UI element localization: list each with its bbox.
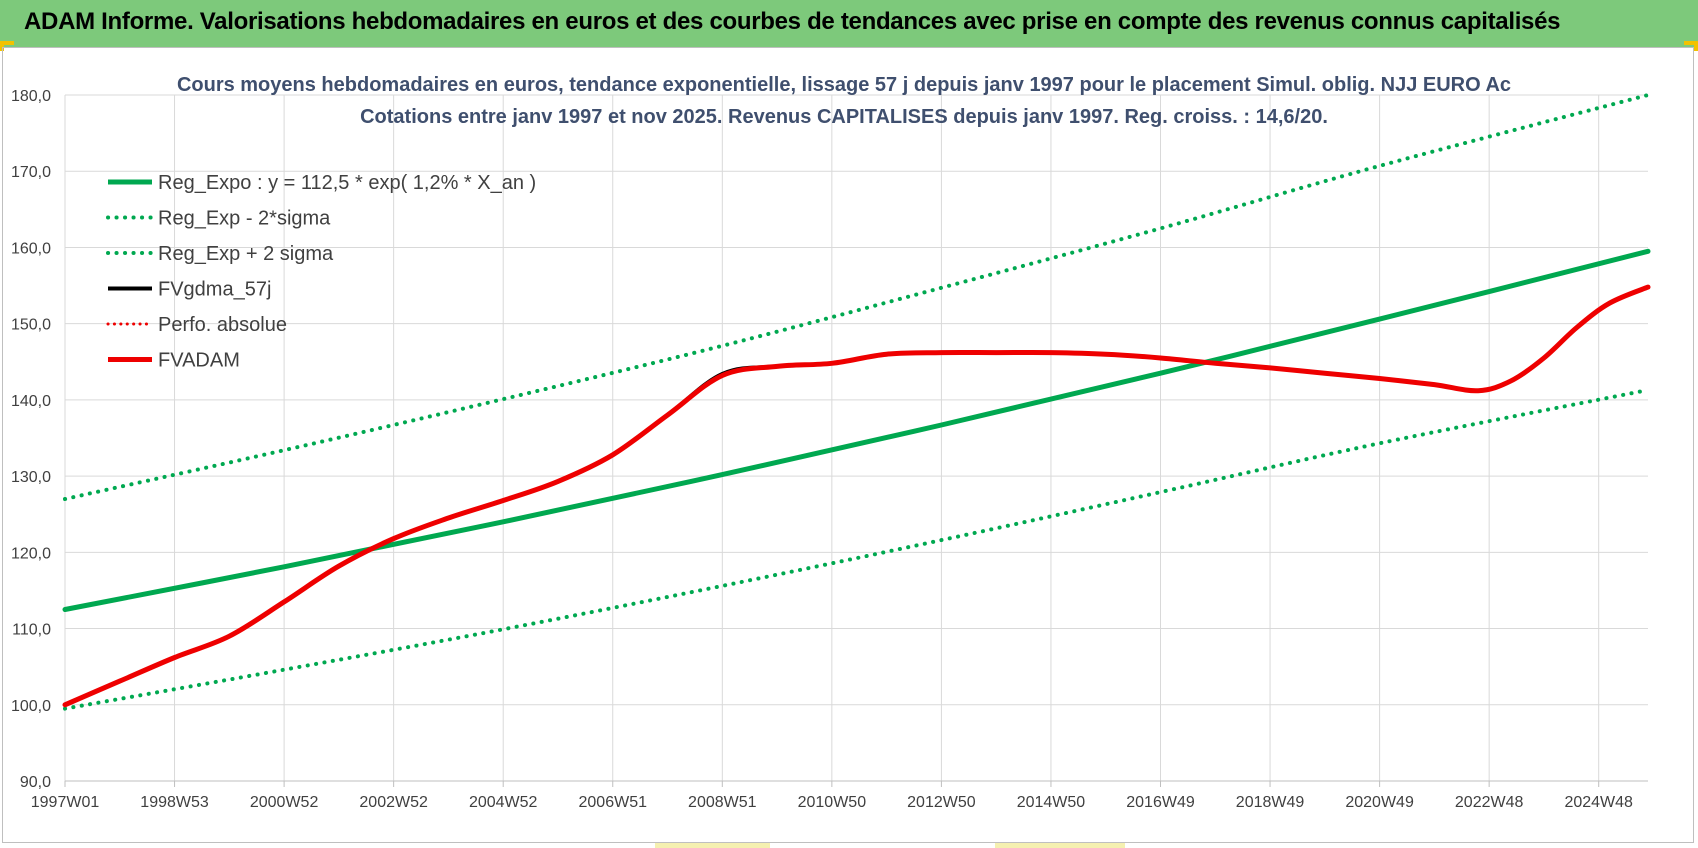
x-tick-label: 2020W49 <box>1345 794 1414 811</box>
x-tick-label: 2006W51 <box>579 794 648 811</box>
title-bar: ADAM Informe. Valorisations hebdomadaire… <box>0 0 1698 47</box>
series-lines <box>62 93 1651 711</box>
legend: Reg_Expo : y = 112,5 * exp( 1,2% * X_an … <box>106 172 536 372</box>
series-line-1 <box>63 388 1650 711</box>
x-tick-label: 2000W52 <box>250 794 319 811</box>
x-tick-label: 2018W49 <box>1236 794 1305 811</box>
page-title: ADAM Informe. Valorisations hebdomadaire… <box>24 8 1561 35</box>
x-tick-label: 1998W53 <box>140 794 209 811</box>
x-tick-label: 2012W50 <box>907 794 976 811</box>
chart-title: Cours moyens hebdomadaires en euros, ten… <box>177 74 1511 96</box>
x-tick-label: 2016W49 <box>1126 794 1195 811</box>
y-tick-label: 150,0 <box>11 317 51 334</box>
x-tick-label: 2010W50 <box>798 794 867 811</box>
y-tick-label: 170,0 <box>11 164 51 181</box>
y-tick-label: 160,0 <box>11 240 51 257</box>
legend-label-0: Reg_Expo : y = 112,5 * exp( 1,2% * X_an … <box>158 172 536 194</box>
x-tick-label: 2002W52 <box>359 794 428 811</box>
legend-label-5: FVADAM <box>158 350 240 372</box>
chart-frame <box>2 47 1694 843</box>
x-axis-ticks: 1997W01 1998W53 2000W52 2002W52 2004W52 2006W… <box>31 780 1648 811</box>
x-tick-label: 2008W51 <box>688 794 757 811</box>
y-tick-label: 90,0 <box>20 774 51 791</box>
y-tick-label: 100,0 <box>11 698 51 715</box>
bottom-band-2 <box>995 843 1125 848</box>
gridlines <box>64 94 1648 782</box>
y-tick-label: 180,0 <box>11 88 51 105</box>
legend-label-2: Reg_Exp + 2 sigma <box>158 243 334 265</box>
series-line-0 <box>62 248 1651 612</box>
x-tick-label: 2024W48 <box>1564 794 1633 811</box>
series-line-3 <box>63 285 1650 707</box>
bottom-band-1 <box>655 843 770 848</box>
legend-label-4: Perfo. absolue <box>158 314 287 336</box>
y-tick-label: 130,0 <box>11 469 51 486</box>
y-tick-label: 110,0 <box>12 622 51 639</box>
legend-label-3: FVgdma_57j <box>158 279 271 301</box>
y-tick-label: 120,0 <box>11 545 51 562</box>
y-tick-label: 140,0 <box>11 393 51 410</box>
y-axis-ticks: 90,0 100,0 110,0 120,0 130,0 140,0 150,0 160,0 1… <box>11 88 51 791</box>
x-tick-label: 2004W52 <box>469 794 538 811</box>
series-line-5 <box>62 284 1651 708</box>
series-line-2 <box>63 93 1650 501</box>
corner-marker-left <box>0 41 14 45</box>
x-tick-label: 2022W48 <box>1455 794 1524 811</box>
x-tick-label: 1997W01 <box>31 794 100 811</box>
corner-marker-right-vertical <box>1694 41 1698 51</box>
corner-marker-left-vertical <box>0 41 4 51</box>
chart-subtitle: Cotations entre janv 1997 et nov 2025. R… <box>360 106 1328 128</box>
corner-marker-right <box>1684 41 1698 45</box>
x-tick-label: 2014W50 <box>1017 794 1086 811</box>
legend-label-1: Reg_Exp - 2*sigma <box>158 208 331 230</box>
